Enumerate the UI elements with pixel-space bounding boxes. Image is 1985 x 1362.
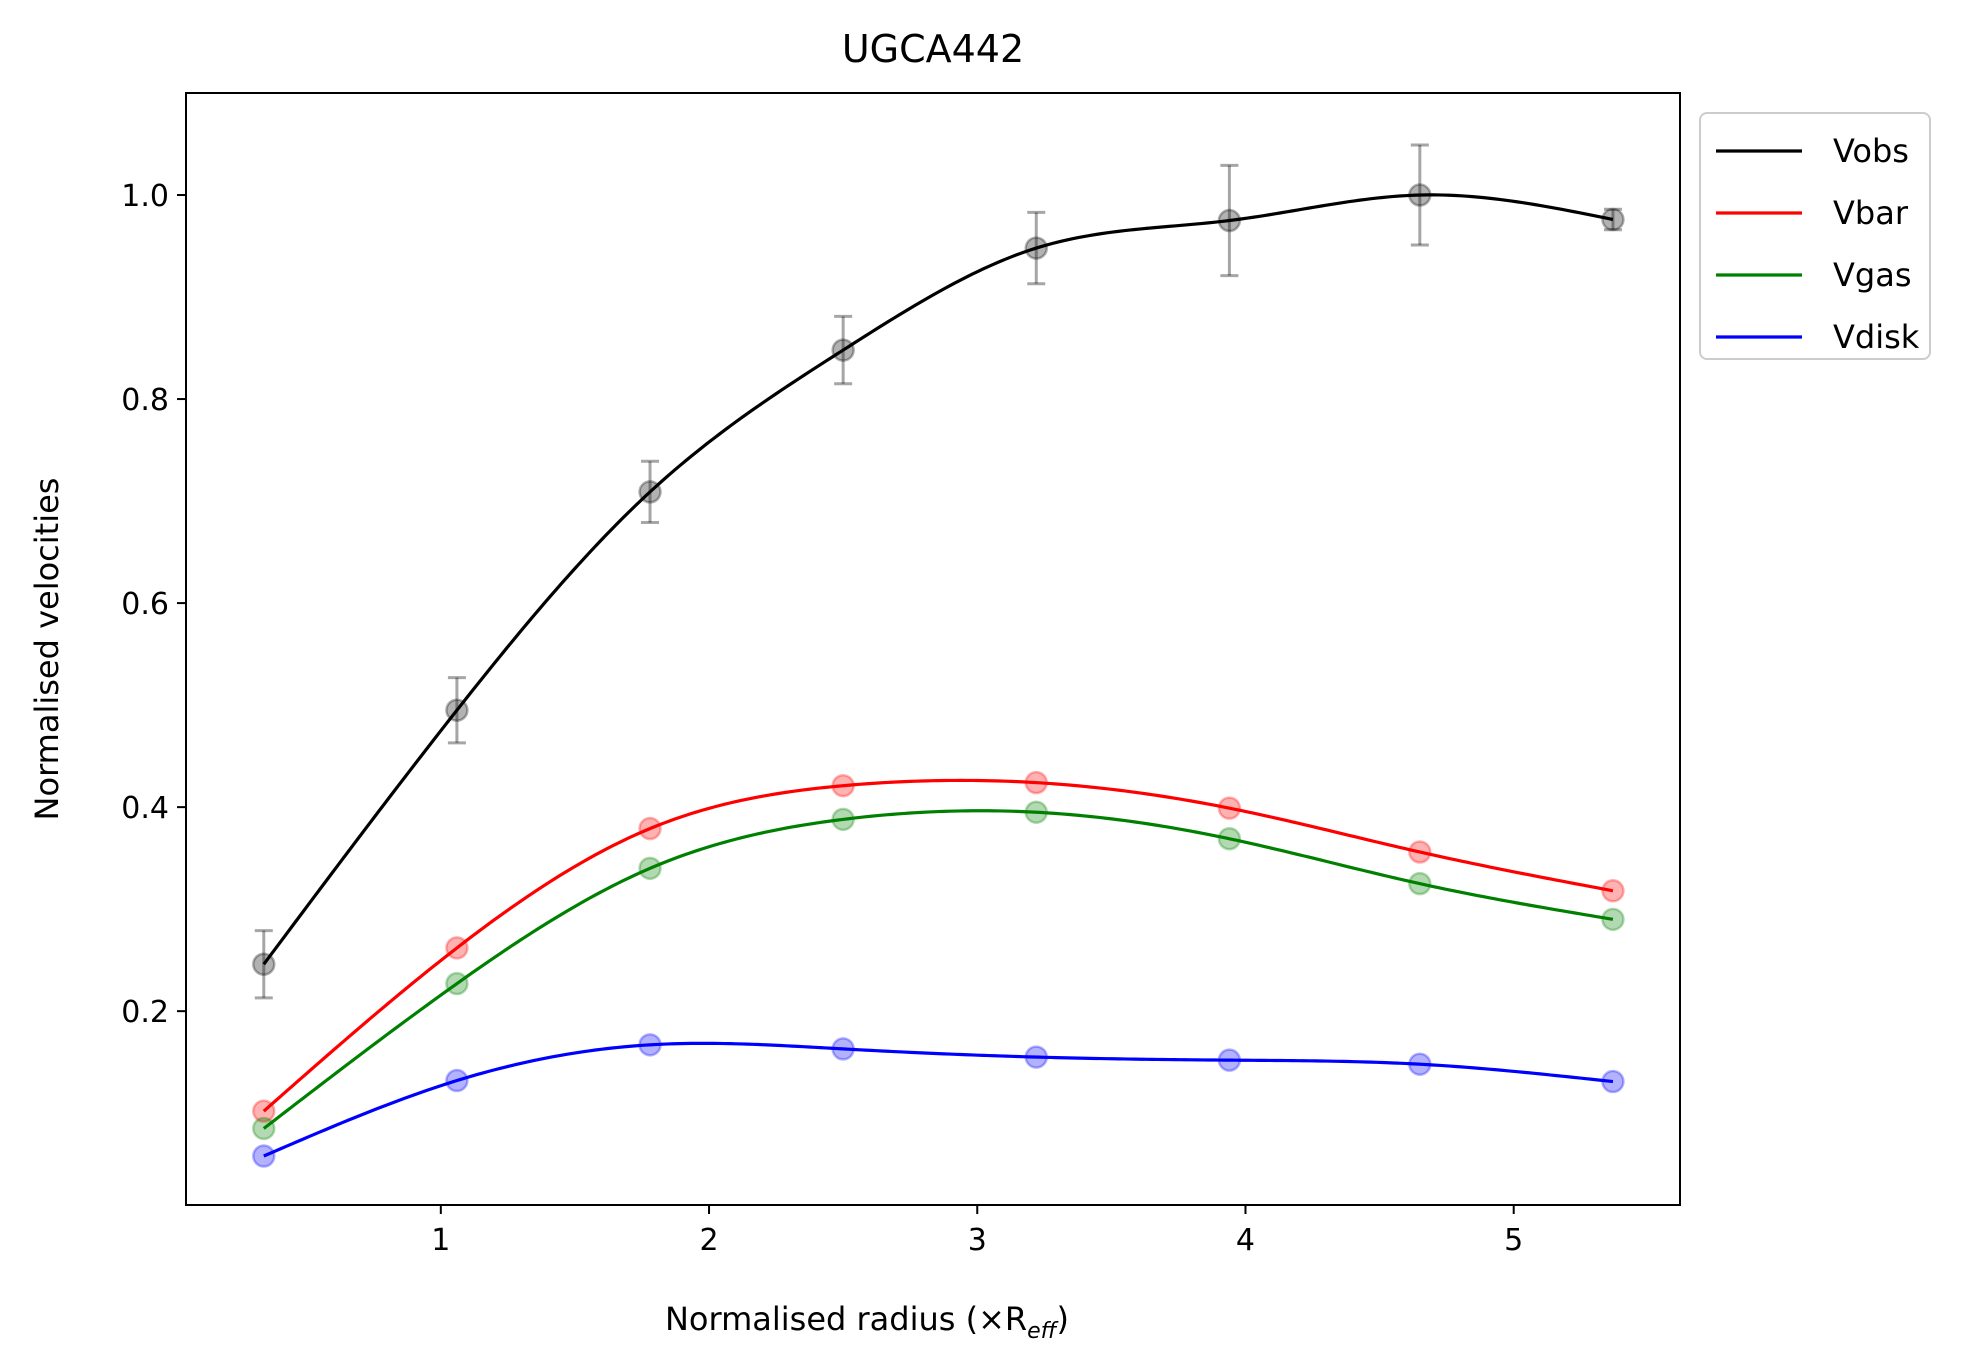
x-axis-label-main: Normalised radius (×R xyxy=(665,1300,1027,1338)
x-tick-label-4: 4 xyxy=(1236,1223,1255,1258)
point-vobs-1 xyxy=(445,698,469,722)
series-vdisk xyxy=(252,1033,1625,1168)
series-vbar xyxy=(252,770,1625,1123)
point-vbar-0 xyxy=(252,1099,276,1123)
point-vobs-3 xyxy=(831,338,855,362)
point-vbar-2 xyxy=(638,816,662,841)
point-vgas-5 xyxy=(1217,827,1242,851)
point-vobs-5 xyxy=(1217,208,1242,233)
plot-area xyxy=(252,143,1625,1168)
y-axis-label: Normalised velocities xyxy=(28,478,66,821)
point-vgas-4 xyxy=(1024,800,1049,824)
series-vobs xyxy=(252,143,1625,1000)
point-vdisk-6 xyxy=(1408,1052,1432,1076)
y-tick-label-0.4: 0.4 xyxy=(121,791,169,826)
y-axis: 0.2 0.4 0.6 0.8 1.0 xyxy=(121,179,186,1030)
point-vgas-6 xyxy=(1408,871,1432,896)
point-vobs-4 xyxy=(1024,236,1049,260)
legend-frame xyxy=(1699,112,1931,360)
point-vobs-2 xyxy=(638,480,662,504)
point-vgas-3 xyxy=(831,807,855,832)
line-vobs xyxy=(262,193,1614,966)
legend-label-vdisk: Vdisk xyxy=(1833,318,1920,356)
chart-title: UGCA442 xyxy=(842,27,1024,71)
point-vdisk-1 xyxy=(445,1068,469,1093)
x-axis-label-subscript: eff xyxy=(1027,1319,1059,1344)
x-axis-label: Normalised radius (×Reff) xyxy=(665,1300,1069,1344)
point-vgas-1 xyxy=(445,971,469,996)
line-vgas xyxy=(262,809,1614,1130)
point-vdisk-7 xyxy=(1601,1069,1625,1094)
legend-label-vobs: Vobs xyxy=(1833,132,1909,170)
point-vbar-3 xyxy=(831,773,855,798)
y-tick-label-1.0: 1.0 xyxy=(121,179,169,214)
x-tick-label-2: 2 xyxy=(699,1223,718,1258)
x-axis: 1 2 3 4 5 xyxy=(431,1205,1523,1258)
point-vgas-0 xyxy=(252,1116,276,1141)
point-vbar-4 xyxy=(1024,770,1049,795)
legend: Vobs Vbar Vgas Vdisk xyxy=(1699,112,1931,360)
y-tick-label-0.6: 0.6 xyxy=(121,587,169,622)
point-vbar-7 xyxy=(1601,879,1625,903)
point-vdisk-3 xyxy=(831,1037,855,1061)
y-tick-label-0.2: 0.2 xyxy=(121,995,169,1030)
point-vgas-7 xyxy=(1601,907,1625,932)
series-vgas xyxy=(252,800,1625,1141)
point-vdisk-4 xyxy=(1024,1045,1049,1069)
point-vobs-0 xyxy=(252,952,276,976)
line-vdisk xyxy=(263,1041,1614,1158)
point-vbar-1 xyxy=(445,936,469,960)
point-vbar-6 xyxy=(1408,840,1432,864)
point-vobs-7 xyxy=(1601,207,1625,232)
point-vobs-6 xyxy=(1408,183,1432,207)
line-vbar xyxy=(262,778,1614,1113)
x-axis-label-close: ) xyxy=(1057,1300,1069,1338)
plot-frame xyxy=(185,92,1681,1206)
y-tick-label-0.8: 0.8 xyxy=(121,383,169,418)
point-vbar-5 xyxy=(1217,796,1242,820)
x-tick-label-1: 1 xyxy=(431,1223,450,1258)
point-vdisk-0 xyxy=(252,1144,276,1168)
x-tick-label-5: 5 xyxy=(1504,1223,1523,1258)
point-vdisk-5 xyxy=(1217,1048,1242,1072)
point-vgas-2 xyxy=(638,856,662,881)
legend-label-vgas: Vgas xyxy=(1833,256,1911,294)
point-vdisk-2 xyxy=(638,1033,662,1057)
legend-label-vbar: Vbar xyxy=(1833,194,1909,232)
x-tick-label-3: 3 xyxy=(968,1223,987,1258)
